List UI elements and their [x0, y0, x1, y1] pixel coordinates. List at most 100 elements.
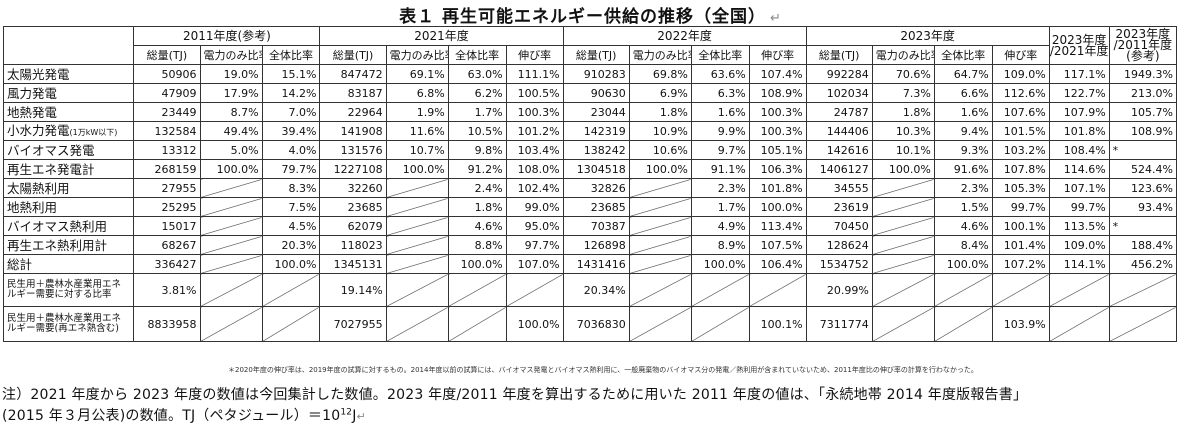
row-label: 太陽光発電: [2, 64, 135, 84]
table-cell: 5.0%: [199, 140, 263, 160]
table-cell: 64.7%: [933, 64, 993, 84]
table-cell: 8.9%: [690, 235, 750, 255]
table-cell: 142616: [805, 140, 873, 160]
table-cell: 68267: [133, 235, 201, 255]
table-cell: 107.2%: [991, 254, 1050, 274]
table-cell: 126898: [562, 235, 630, 255]
table-cell: [199, 306, 263, 342]
table-cell: 7.5%: [261, 197, 321, 217]
table-cell: [505, 273, 564, 307]
table-cell: 108.9%: [1108, 121, 1178, 141]
header-year-2023: 2023年度: [805, 26, 1050, 46]
table-cell: 11.6%: [385, 121, 449, 141]
table-cell: 105.1%: [748, 140, 807, 160]
table-cell: 138242: [562, 140, 630, 160]
table-cell: 103.9%: [991, 306, 1050, 342]
table-cell: 107.5%: [748, 235, 807, 255]
row-label: 再生エネ発電計: [2, 159, 135, 179]
table-cell: 32826: [562, 178, 630, 198]
table-cell: 23685: [562, 197, 630, 217]
table-cell: 70387: [562, 216, 630, 236]
table-title: 表１ 再生可能エネルギー供給の推移（全国） ↵: [399, 7, 782, 27]
table-cell: 100.0%: [748, 197, 807, 217]
table-cell: 23449: [133, 102, 201, 122]
table-cell: 1345131: [319, 254, 387, 274]
table-cell: 90630: [562, 83, 630, 103]
table-cell: 14.2%: [261, 83, 321, 103]
table-cell: 188.4%: [1108, 235, 1178, 255]
table-cell: [385, 235, 449, 255]
table-cell: 1304518: [562, 159, 630, 179]
table-row: 民生用＋農林水産業用エネルギー需要に対する比率 3.81% 19.14% 20.34%…: [2, 273, 1178, 307]
table-cell: 847472: [319, 64, 387, 84]
table-cell: 100.0%: [385, 159, 449, 179]
table-cell: [628, 178, 692, 198]
table-cell: 20.3%: [261, 235, 321, 255]
table-row: 再生エネ熱利用計 68267 20.3% 118023 8.8% 97.7% 126898 8…: [2, 235, 1178, 255]
table-cell: [385, 306, 449, 342]
table-cell: 91.1%: [690, 159, 750, 179]
table-cell: 108.0%: [505, 159, 564, 179]
table-cell: 4.9%: [690, 216, 750, 236]
header-col-elec-ratio: 電力のみ比率: [199, 45, 263, 65]
table-cell: 109.0%: [1048, 235, 1110, 255]
table-cell: [628, 306, 692, 342]
table-cell: 101.8%: [748, 178, 807, 198]
table-cell: [199, 254, 263, 274]
header-year-2011: 2011年度(参考): [133, 26, 321, 46]
table-cell: 10.9%: [628, 121, 692, 141]
table-cell: 1431416: [562, 254, 630, 274]
note-line-2: (2015 年３月公表)の数値。TJ（ペタジュール）＝1012J↵: [2, 407, 366, 424]
table-cell: 7027955: [319, 306, 387, 342]
table-cell: 141908: [319, 121, 387, 141]
table-cell: 100.3%: [748, 102, 807, 122]
table-cell: [1108, 273, 1178, 307]
table-cell: 8.4%: [933, 235, 993, 255]
table-cell: [871, 254, 935, 274]
table-cell: [1048, 273, 1110, 307]
header-col-growth: 伸び率: [748, 45, 807, 65]
table-row: 地熱利用 25295 7.5% 23685 1.8% 99.0% 23685 1.7% 100.…: [2, 197, 1178, 217]
table-cell: 100.0%: [447, 254, 507, 274]
table-cell: 70.6%: [871, 64, 935, 84]
table-cell: [748, 273, 807, 307]
table-cell: 10.1%: [871, 140, 935, 160]
table-cell: 47909: [133, 83, 201, 103]
header-col-elec-ratio: 電力のみ比率: [871, 45, 935, 65]
table-cell: 106.3%: [748, 159, 807, 179]
table-cell: [871, 273, 935, 307]
header-col-all-ratio: 全体比率: [690, 45, 750, 65]
table-cell: 63.0%: [447, 64, 507, 84]
table-cell: 109.0%: [991, 64, 1050, 84]
table-cell: 101.4%: [991, 235, 1050, 255]
table-cell: 91.2%: [447, 159, 507, 179]
table-cell: 112.6%: [991, 83, 1050, 103]
table-cell: 6.8%: [385, 83, 449, 103]
table-cell: 524.4%: [1108, 159, 1178, 179]
header-col-all-ratio: 全体比率: [933, 45, 993, 65]
table-cell: 4.6%: [447, 216, 507, 236]
table-cell: 9.8%: [447, 140, 507, 160]
table-cell: [1048, 306, 1110, 342]
table-footnote: ＊2020年度の伸び率は、2019年度の試算に対するもの。2014年度以前の試算…: [228, 366, 978, 374]
table-row: 風力発電 47909 17.9% 14.2% 83187 6.8% 6.2% 100.5% 90…: [2, 83, 1178, 103]
table-cell: 102.4%: [505, 178, 564, 198]
header-col-total-tj: 総量(TJ): [562, 45, 630, 65]
table-cell: [385, 178, 449, 198]
row-label: 民生用＋農林水産業用エネルギー需要(再エネ熱含む): [2, 306, 135, 342]
table-cell: 7.3%: [871, 83, 935, 103]
table-cell: 17.9%: [199, 83, 263, 103]
table-cell: 105.7%: [1108, 102, 1178, 122]
row-label: 総計: [2, 254, 135, 274]
table-cell: 83187: [319, 83, 387, 103]
table-row: 再生エネ発電計 268159 100.0% 79.7% 1227108 100.0% 91.…: [2, 159, 1178, 179]
table-cell: 20.99%: [805, 273, 873, 307]
table-cell: 114.1%: [1048, 254, 1110, 274]
table-cell: 910283: [562, 64, 630, 84]
table-cell: [447, 306, 507, 342]
table-cell: 6.3%: [690, 83, 750, 103]
table-cell: 144406: [805, 121, 873, 141]
table-cell: 108.9%: [748, 83, 807, 103]
table-cell: 100.0%: [628, 159, 692, 179]
table-cell: 9.7%: [690, 140, 750, 160]
